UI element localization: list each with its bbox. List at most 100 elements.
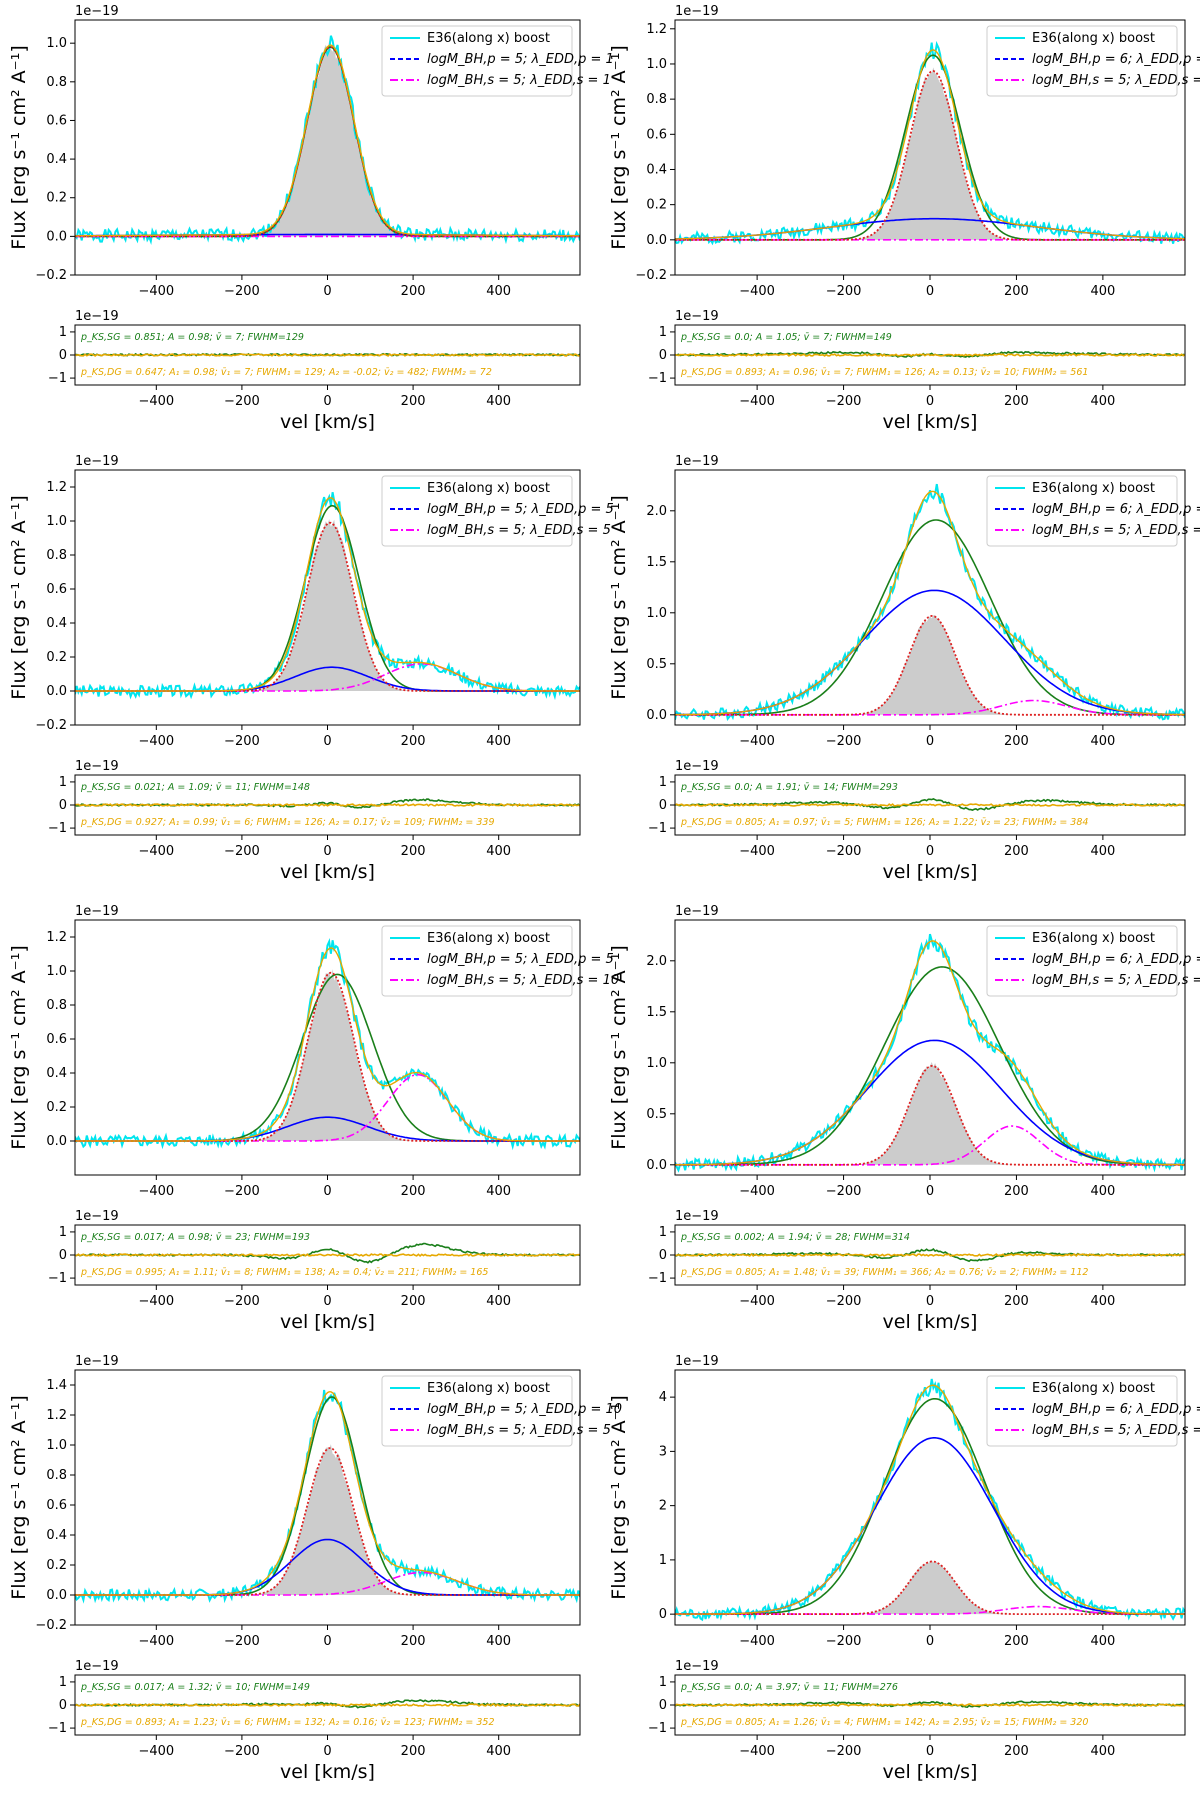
y-tick-label: 0.4	[646, 162, 667, 177]
y-tick-label: 0.5	[646, 1107, 667, 1122]
x-tick-label: 200	[401, 1634, 426, 1649]
x-tick-label: 0	[323, 1634, 331, 1649]
residual-dg-line	[675, 803, 1185, 807]
intrinsic-fill	[75, 969, 580, 1141]
residual-x-tick-label: −400	[138, 1744, 174, 1759]
y-tick-label: 0.6	[46, 1498, 67, 1513]
residual-sg-line	[75, 1242, 580, 1264]
panel-6: 0.0 0.5 1.0 1.5 2.0 −400 −200 0 200 400 1e−19 Flux …	[608, 904, 1200, 1333]
residual-x-tick-label: −200	[826, 394, 862, 409]
panel-4: 0.0 0.5 1.0 1.5 2.0 −400 −200 0 200 400 1e−19 Flux …	[608, 454, 1200, 883]
legend-box	[381, 1375, 573, 1447]
residual-x-tick-label: 400	[1090, 1744, 1115, 1759]
y-scale-exponent: 1e−19	[675, 4, 719, 19]
residual-dg-stats: p_KS,DG = 0.805; A₁ = 0.97; v̄₁ = 5; FWH…	[680, 817, 1088, 828]
residual-x-tick-label: −200	[224, 394, 260, 409]
x-axis-label: vel [km/s]	[280, 861, 375, 883]
residual-y-tick-label: 1	[59, 1225, 67, 1240]
y-axis-label: Flux [erg s⁻¹ cm² A⁻¹]	[8, 945, 30, 1149]
residual-dg-stats: p_KS,DG = 0.927; A₁ = 0.99; v̄₁ = 6; FWH…	[80, 817, 495, 828]
y-tick-label: 1.0	[46, 514, 67, 529]
residual-y-tick-label: 0	[59, 1248, 67, 1263]
intrinsic-fill	[75, 1444, 580, 1595]
legend-label-2: logM_BH,p = 6; λ_EDD,p = 5	[1032, 502, 1200, 517]
y-tick-label: 0.8	[46, 548, 67, 563]
y-tick-label: 0.6	[646, 127, 667, 142]
main-plot-area	[75, 35, 580, 246]
y-tick-label: 0.0	[46, 229, 67, 244]
y-tick-label: 0.4	[46, 1528, 67, 1543]
residual-scale-exponent: 1e−19	[675, 1659, 719, 1674]
x-tick-label: 0	[926, 1634, 934, 1649]
legend-box	[381, 925, 573, 997]
legend-label-1: E36(along x) boost	[427, 481, 550, 496]
legend-label-1: E36(along x) boost	[427, 31, 550, 46]
legend-box	[381, 475, 573, 547]
residual-x-tick-label: −200	[826, 1294, 862, 1309]
residual-plot-area	[75, 798, 580, 809]
residual-plot-area	[75, 1242, 580, 1264]
panel-5: 0.0 0.2 0.4 0.6 0.8 1.0 1.2 −400 −200 0 200 400 1e−1…	[8, 904, 619, 1333]
residual-y-tick-label: 1	[659, 1675, 667, 1690]
legend-label-3: logM_BH,s = 5; λ_EDD,s = 1	[427, 73, 611, 88]
residual-x-tick-label: 400	[486, 1294, 511, 1309]
y-tick-label: 0.8	[46, 75, 67, 90]
x-tick-label: −400	[138, 284, 174, 299]
legend-box	[986, 25, 1178, 97]
total-fit-line	[675, 49, 1185, 240]
y-tick-label: 0.2	[46, 650, 67, 665]
x-tick-label: 200	[1004, 1634, 1029, 1649]
total-fit-line	[675, 940, 1185, 1166]
total-fit-line	[75, 497, 580, 692]
y-scale-exponent: 1e−19	[75, 4, 119, 19]
y-tick-label: 0.0	[646, 1158, 667, 1173]
x-axis-label: vel [km/s]	[280, 1761, 375, 1783]
residual-x-tick-label: 200	[401, 1294, 426, 1309]
y-tick-label: 0.0	[646, 233, 667, 248]
residual-dg-line	[675, 1703, 1185, 1708]
residual-x-tick-label: 400	[1090, 1294, 1115, 1309]
residual-dg-stats: p_KS,DG = 0.995; A₁ = 1.11; v̄₁ = 8; FWH…	[80, 1267, 488, 1278]
x-tick-label: −400	[739, 1634, 775, 1649]
intrinsic-line	[675, 1560, 1185, 1615]
residual-dg-stats: p_KS,DG = 0.805; A₁ = 1.48; v̄₁ = 39; FW…	[680, 1267, 1088, 1278]
y-tick-label: 0.4	[46, 152, 67, 167]
intrinsic-fill	[675, 67, 1185, 240]
legend-label-3: logM_BH,s = 5; λ_EDD,s = 10	[427, 973, 619, 988]
x-tick-label: 400	[1090, 1184, 1115, 1199]
legend-label-2: logM_BH,p = 6; λ_EDD,p = 10	[1032, 1402, 1200, 1417]
residual-x-tick-label: −200	[826, 1744, 862, 1759]
x-tick-label: 400	[486, 1184, 511, 1199]
y-tick-label: 0.2	[646, 198, 667, 213]
residual-dg-line	[75, 353, 580, 357]
residual-y-tick-label: −1	[648, 821, 667, 836]
residual-sg-stats: p_KS,SG = 0.017; A = 0.98; v̄ = 23; FWHM…	[80, 1232, 310, 1243]
x-tick-label: 400	[486, 284, 511, 299]
residual-y-tick-label: 1	[659, 775, 667, 790]
residual-sg-stats: p_KS,SG = 0.021; A = 1.09; v̄ = 11; FWHM…	[80, 782, 310, 793]
residual-x-tick-label: −400	[138, 1294, 174, 1309]
residual-x-tick-label: 0	[926, 844, 934, 859]
residual-x-tick-label: 0	[926, 394, 934, 409]
y-tick-label: 0.0	[46, 1134, 67, 1149]
residual-scale-exponent: 1e−19	[675, 759, 719, 774]
legend-label-1: E36(along x) boost	[1032, 31, 1155, 46]
legend-label-2: logM_BH,p = 6; λ_EDD,p = 5	[1032, 952, 1200, 967]
residual-x-tick-label: 400	[1090, 394, 1115, 409]
residual-y-tick-label: 0	[59, 798, 67, 813]
y-tick-label: 1.2	[646, 22, 667, 37]
residual-y-tick-label: 0	[659, 798, 667, 813]
intrinsic-line	[675, 614, 1185, 716]
residual-x-tick-label: 0	[926, 1744, 934, 1759]
residual-x-tick-label: 200	[1004, 1294, 1029, 1309]
residual-sg-stats: p_KS,SG = 0.0; A = 3.97; v̄ = 11; FWHM=2…	[680, 1682, 898, 1693]
y-scale-exponent: 1e−19	[675, 1354, 719, 1369]
y-scale-exponent: 1e−19	[675, 454, 719, 469]
residual-y-tick-label: −1	[648, 1271, 667, 1286]
x-tick-label: 0	[323, 734, 331, 749]
residual-sg-stats: p_KS,SG = 0.002; A = 1.94; v̄ = 28; FWHM…	[680, 1232, 910, 1243]
panel-8: 0 1 2 3 4 −400 −200 0 200 400 1e−19 Flux [erg s⁻¹ c…	[608, 1354, 1200, 1783]
residual-x-tick-label: 400	[486, 394, 511, 409]
y-tick-label: 1.0	[646, 1056, 667, 1071]
residual-x-tick-label: 200	[1004, 394, 1029, 409]
